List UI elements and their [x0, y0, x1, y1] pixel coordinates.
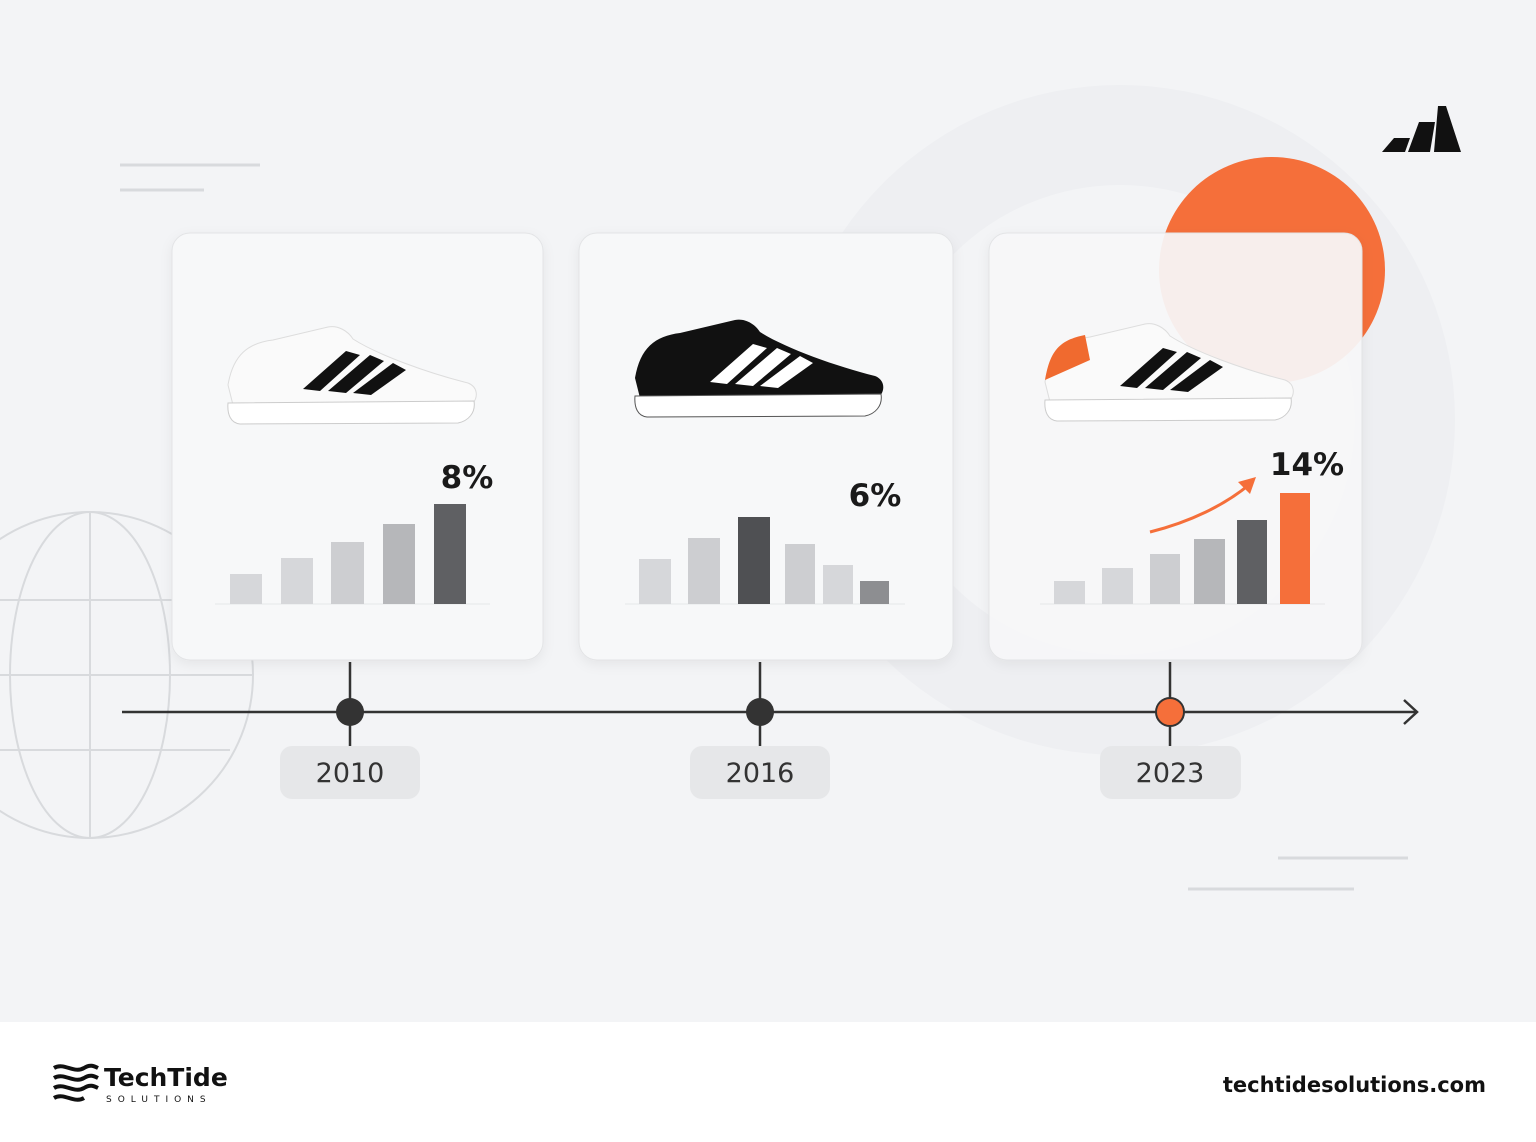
year-label: 2016 [726, 758, 795, 789]
decoration [1155, 697, 1185, 727]
decoration [710, 344, 813, 388]
decoration [0, 511, 254, 839]
decoration [634, 319, 884, 418]
decoration [1382, 106, 1461, 152]
decoration [52, 1073, 99, 1082]
decoration [1238, 477, 1256, 494]
decoration [690, 746, 830, 799]
decoration [1403, 699, 1419, 725]
brand-name: TechTide [104, 1063, 228, 1092]
decoration [1149, 482, 1251, 534]
decoration [52, 1063, 99, 1102]
decoration [230, 574, 262, 604]
decoration [1054, 581, 1085, 604]
decoration [746, 698, 774, 726]
decoration [52, 1063, 99, 1072]
decoration [52, 1083, 99, 1092]
year-label: 2010 [316, 758, 385, 789]
growth-label: 14% [1270, 447, 1344, 483]
decoration [860, 581, 889, 604]
decoration [635, 319, 884, 398]
decoration [1100, 746, 1241, 799]
decoration [434, 504, 466, 604]
decoration [688, 538, 720, 604]
decoration [120, 163, 1408, 891]
decoration [1280, 493, 1310, 604]
decoration [280, 746, 420, 799]
growth-label: 6% [849, 478, 902, 514]
decoration [331, 542, 364, 604]
decoration [1045, 335, 1090, 380]
decoration [1237, 520, 1267, 604]
decoration [738, 517, 770, 604]
decoration [281, 558, 313, 604]
decoration [1150, 554, 1180, 604]
website: techtidesolutions.com [1223, 1073, 1486, 1097]
decoration [823, 565, 853, 604]
growth-label: 8% [441, 460, 494, 496]
decoration [336, 698, 364, 726]
decoration [52, 1094, 86, 1102]
year-label: 2023 [1136, 758, 1205, 789]
decoration [1194, 539, 1225, 604]
decoration [634, 393, 882, 418]
decoration [230, 524, 1225, 604]
decoration [639, 559, 671, 604]
decoration [785, 544, 815, 604]
decoration [1102, 568, 1133, 604]
decoration [0, 1022, 1536, 1142]
brand-tagline: SOLUTIONS [106, 1095, 212, 1105]
decoration [383, 524, 415, 604]
